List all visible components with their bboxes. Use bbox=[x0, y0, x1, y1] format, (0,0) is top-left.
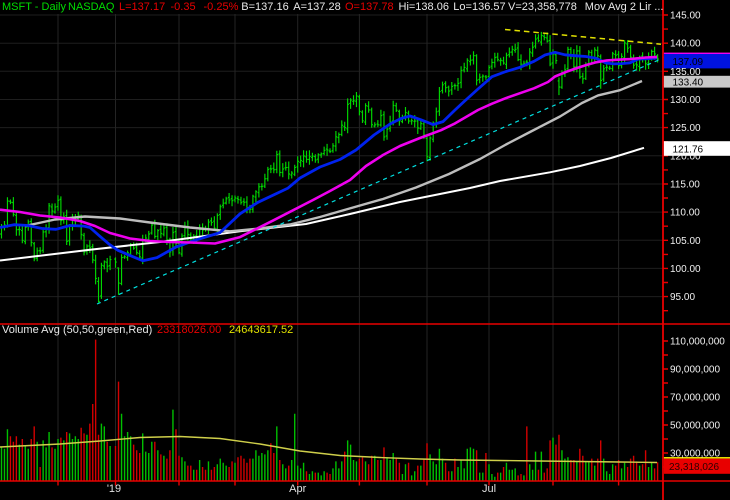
svg-text:Lo=136.57: Lo=136.57 bbox=[453, 1, 505, 13]
svg-text:23318026.00: 23318026.00 bbox=[157, 324, 221, 336]
svg-text:-0.35: -0.35 bbox=[171, 1, 196, 13]
svg-text:'19: '19 bbox=[107, 483, 121, 495]
svg-text:137.09: 137.09 bbox=[673, 57, 704, 68]
svg-text:110.00: 110.00 bbox=[670, 208, 700, 219]
svg-text:MSFT - Daily: MSFT - Daily bbox=[2, 1, 66, 13]
svg-text:50,000,000: 50,000,000 bbox=[670, 421, 720, 432]
svg-text:120.00: 120.00 bbox=[670, 151, 701, 162]
svg-text:L=137.17: L=137.17 bbox=[119, 1, 165, 13]
svg-text:70,000,000: 70,000,000 bbox=[670, 393, 720, 404]
svg-text:Apr: Apr bbox=[289, 483, 306, 495]
svg-text:Jul: Jul bbox=[482, 483, 496, 495]
svg-text:125.00: 125.00 bbox=[670, 123, 701, 134]
svg-text:130.00: 130.00 bbox=[670, 95, 701, 106]
svg-text:O=137.78: O=137.78 bbox=[345, 1, 394, 13]
svg-text:Volume Avg (50,50,green,Red): Volume Avg (50,50,green,Red) bbox=[2, 324, 152, 336]
svg-text:145.00: 145.00 bbox=[670, 11, 701, 22]
svg-text:Mov Avg 2 Lir ...: Mov Avg 2 Lir ... bbox=[585, 1, 664, 13]
svg-text:121.76: 121.76 bbox=[673, 144, 704, 155]
svg-text:105.00: 105.00 bbox=[670, 236, 701, 247]
svg-text:24643617.52: 24643617.52 bbox=[229, 324, 293, 336]
svg-text:100.00: 100.00 bbox=[670, 264, 701, 275]
svg-text:30,000,000: 30,000,000 bbox=[670, 449, 720, 460]
svg-text:23,318,026: 23,318,026 bbox=[669, 462, 719, 473]
svg-text:95.00: 95.00 bbox=[670, 292, 695, 303]
svg-text:A=137.28: A=137.28 bbox=[293, 1, 340, 13]
svg-text:133.40: 133.40 bbox=[673, 77, 704, 88]
svg-text:115.00: 115.00 bbox=[670, 179, 700, 190]
svg-text:V=23,358,778: V=23,358,778 bbox=[508, 1, 577, 13]
svg-text:NASDAQ: NASDAQ bbox=[68, 1, 115, 13]
svg-text:-0.25%: -0.25% bbox=[204, 1, 239, 13]
svg-text:140.00: 140.00 bbox=[670, 39, 701, 50]
svg-text:B=137.16: B=137.16 bbox=[241, 1, 288, 13]
svg-text:110,000,000: 110,000,000 bbox=[670, 337, 725, 348]
svg-text:Hi=138.06: Hi=138.06 bbox=[399, 1, 449, 13]
svg-text:90,000,000: 90,000,000 bbox=[670, 365, 720, 376]
svg-text:135.00: 135.00 bbox=[670, 67, 701, 78]
